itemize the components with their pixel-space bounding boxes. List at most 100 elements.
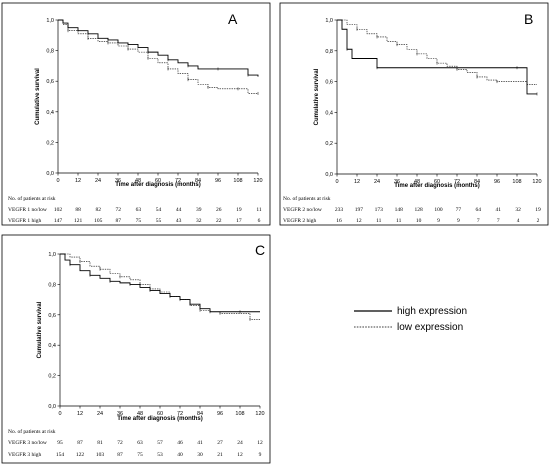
x-tick-label-c: 24 xyxy=(97,411,103,417)
y-tick-label-c: 0,2 xyxy=(48,374,56,380)
risk-count-b: 11 xyxy=(396,218,402,224)
x-tick-label-c: 60 xyxy=(157,411,163,417)
risk-count-a: 87 xyxy=(116,218,122,224)
risk-count-c: 9 xyxy=(259,452,262,458)
risk-count-b: 9 xyxy=(457,218,460,224)
risk-count-c: 63 xyxy=(137,440,143,446)
risk-count-b: 148 xyxy=(395,207,404,213)
x-tick-label-a: 84 xyxy=(195,178,201,184)
risk-count-b: 19 xyxy=(535,207,541,213)
risk-count-a: 17 xyxy=(236,218,242,224)
x-tick-label-c: 96 xyxy=(217,411,223,417)
panel-label-b: B xyxy=(524,11,533,27)
x-tick-label-b: 72 xyxy=(454,179,460,185)
x-tick-label-c: 36 xyxy=(117,411,123,417)
y-tick-label-c: 0,0 xyxy=(48,404,56,410)
x-tick-label-b: 24 xyxy=(374,179,380,185)
risk-count-b: 32 xyxy=(515,207,521,213)
panel-frame-b xyxy=(279,2,549,226)
x-tick-label-a: 24 xyxy=(95,178,101,184)
x-tick-label-a: 60 xyxy=(155,178,161,184)
risk-count-c: 40 xyxy=(177,452,183,458)
risk-count-c: 122 xyxy=(76,452,85,458)
risk-count-b: 4 xyxy=(517,218,520,224)
x-tick-label-a: 120 xyxy=(253,178,262,184)
risk-count-b: 77 xyxy=(456,207,462,213)
risk-count-b: 7 xyxy=(477,218,480,224)
risk-count-a: 6 xyxy=(258,218,261,224)
risk-count-a: 26 xyxy=(216,207,222,213)
risk-count-a: 43 xyxy=(176,218,182,224)
risk-count-b: 7 xyxy=(497,218,500,224)
y-tick-label-b: 1,0 xyxy=(325,18,333,24)
risk-row-label-b: VEGFR 2 no/low xyxy=(283,207,322,213)
risk-count-c: 27 xyxy=(217,440,223,446)
risk-row-label-c: VEGFR 3 no/low xyxy=(8,440,47,446)
risk-row-label-a: VEGFR 1 high xyxy=(8,218,42,224)
x-tick-label-b: 108 xyxy=(512,179,521,185)
x-tick-label-a: 12 xyxy=(75,178,81,184)
y-axis-label-b: Cumulative survival xyxy=(314,68,320,125)
risk-table-header-a: No. of patients at risk xyxy=(8,195,56,202)
x-tick-label-a: 0 xyxy=(56,178,59,184)
x-tick-label-a: 72 xyxy=(175,178,181,184)
survival-curve-a-high xyxy=(58,19,259,77)
risk-count-a: 39 xyxy=(196,207,202,213)
risk-count-a: 11 xyxy=(256,207,262,213)
risk-row-label-b: VEGFR 2 high xyxy=(283,218,317,224)
survival-curve-b-high xyxy=(337,19,537,95)
risk-count-c: 87 xyxy=(77,440,83,446)
panel-frame-a xyxy=(1,2,271,226)
risk-count-a: 147 xyxy=(54,218,63,224)
risk-count-b: 233 xyxy=(335,207,344,213)
y-axis-label-a: Cumulative survival xyxy=(35,68,41,125)
risk-count-c: 103 xyxy=(96,452,105,458)
risk-count-a: 22 xyxy=(216,218,222,224)
x-tick-label-c: 12 xyxy=(77,411,83,417)
risk-count-b: 100 xyxy=(434,207,443,213)
risk-count-c: 30 xyxy=(197,452,203,458)
risk-count-a: 88 xyxy=(75,207,81,213)
y-tick-label-c: 1,0 xyxy=(48,252,56,258)
x-tick-label-b: 12 xyxy=(354,179,360,185)
x-axis-label-b: Time after diagnosis (months) xyxy=(394,183,480,189)
x-tick-label-c: 84 xyxy=(197,411,203,417)
risk-count-a: 105 xyxy=(94,218,103,224)
x-tick-label-b: 60 xyxy=(434,179,440,185)
risk-count-b: 10 xyxy=(416,218,422,224)
risk-count-c: 87 xyxy=(117,452,123,458)
risk-count-c: 81 xyxy=(97,440,103,446)
y-tick-label-a: 0,2 xyxy=(46,140,54,146)
survival-curve-c-high xyxy=(60,253,260,313)
risk-count-c: 72 xyxy=(117,440,123,446)
y-tick-label-c: 0,4 xyxy=(48,343,56,349)
risk-table-header-b: No. of patients at risk xyxy=(283,195,331,202)
panel-label-c: C xyxy=(255,242,265,258)
y-tick-label-c: 0,8 xyxy=(48,282,56,288)
risk-count-a: 63 xyxy=(136,207,142,213)
y-tick-label-b: 0,4 xyxy=(325,110,333,116)
legend-label-low: low expression xyxy=(397,322,463,333)
risk-count-c: 41 xyxy=(197,440,203,446)
survival-curve-b-low xyxy=(337,19,537,85)
y-tick-label-a: 0,4 xyxy=(46,110,54,116)
y-tick-label-a: 0,0 xyxy=(46,171,54,177)
risk-count-b: 11 xyxy=(376,218,382,224)
x-tick-label-b: 120 xyxy=(532,179,541,185)
x-tick-label-a: 96 xyxy=(215,178,221,184)
survival-curve-c-low xyxy=(60,253,260,320)
legend-label-high: high expression xyxy=(397,306,467,317)
risk-count-c: 95 xyxy=(57,440,63,446)
y-tick-label-b: 0,2 xyxy=(325,141,333,147)
risk-count-b: 2 xyxy=(537,218,540,224)
y-tick-label-a: 0,8 xyxy=(46,49,54,55)
risk-count-a: 72 xyxy=(116,207,122,213)
risk-count-b: 173 xyxy=(375,207,384,213)
x-tick-label-a: 48 xyxy=(135,178,141,184)
x-tick-label-c: 120 xyxy=(255,411,264,417)
x-tick-label-c: 108 xyxy=(235,411,244,417)
risk-count-a: 102 xyxy=(54,207,63,213)
panel-frame-c xyxy=(1,234,271,464)
x-axis-label-c: Time after diagnosis (months) xyxy=(117,416,203,422)
